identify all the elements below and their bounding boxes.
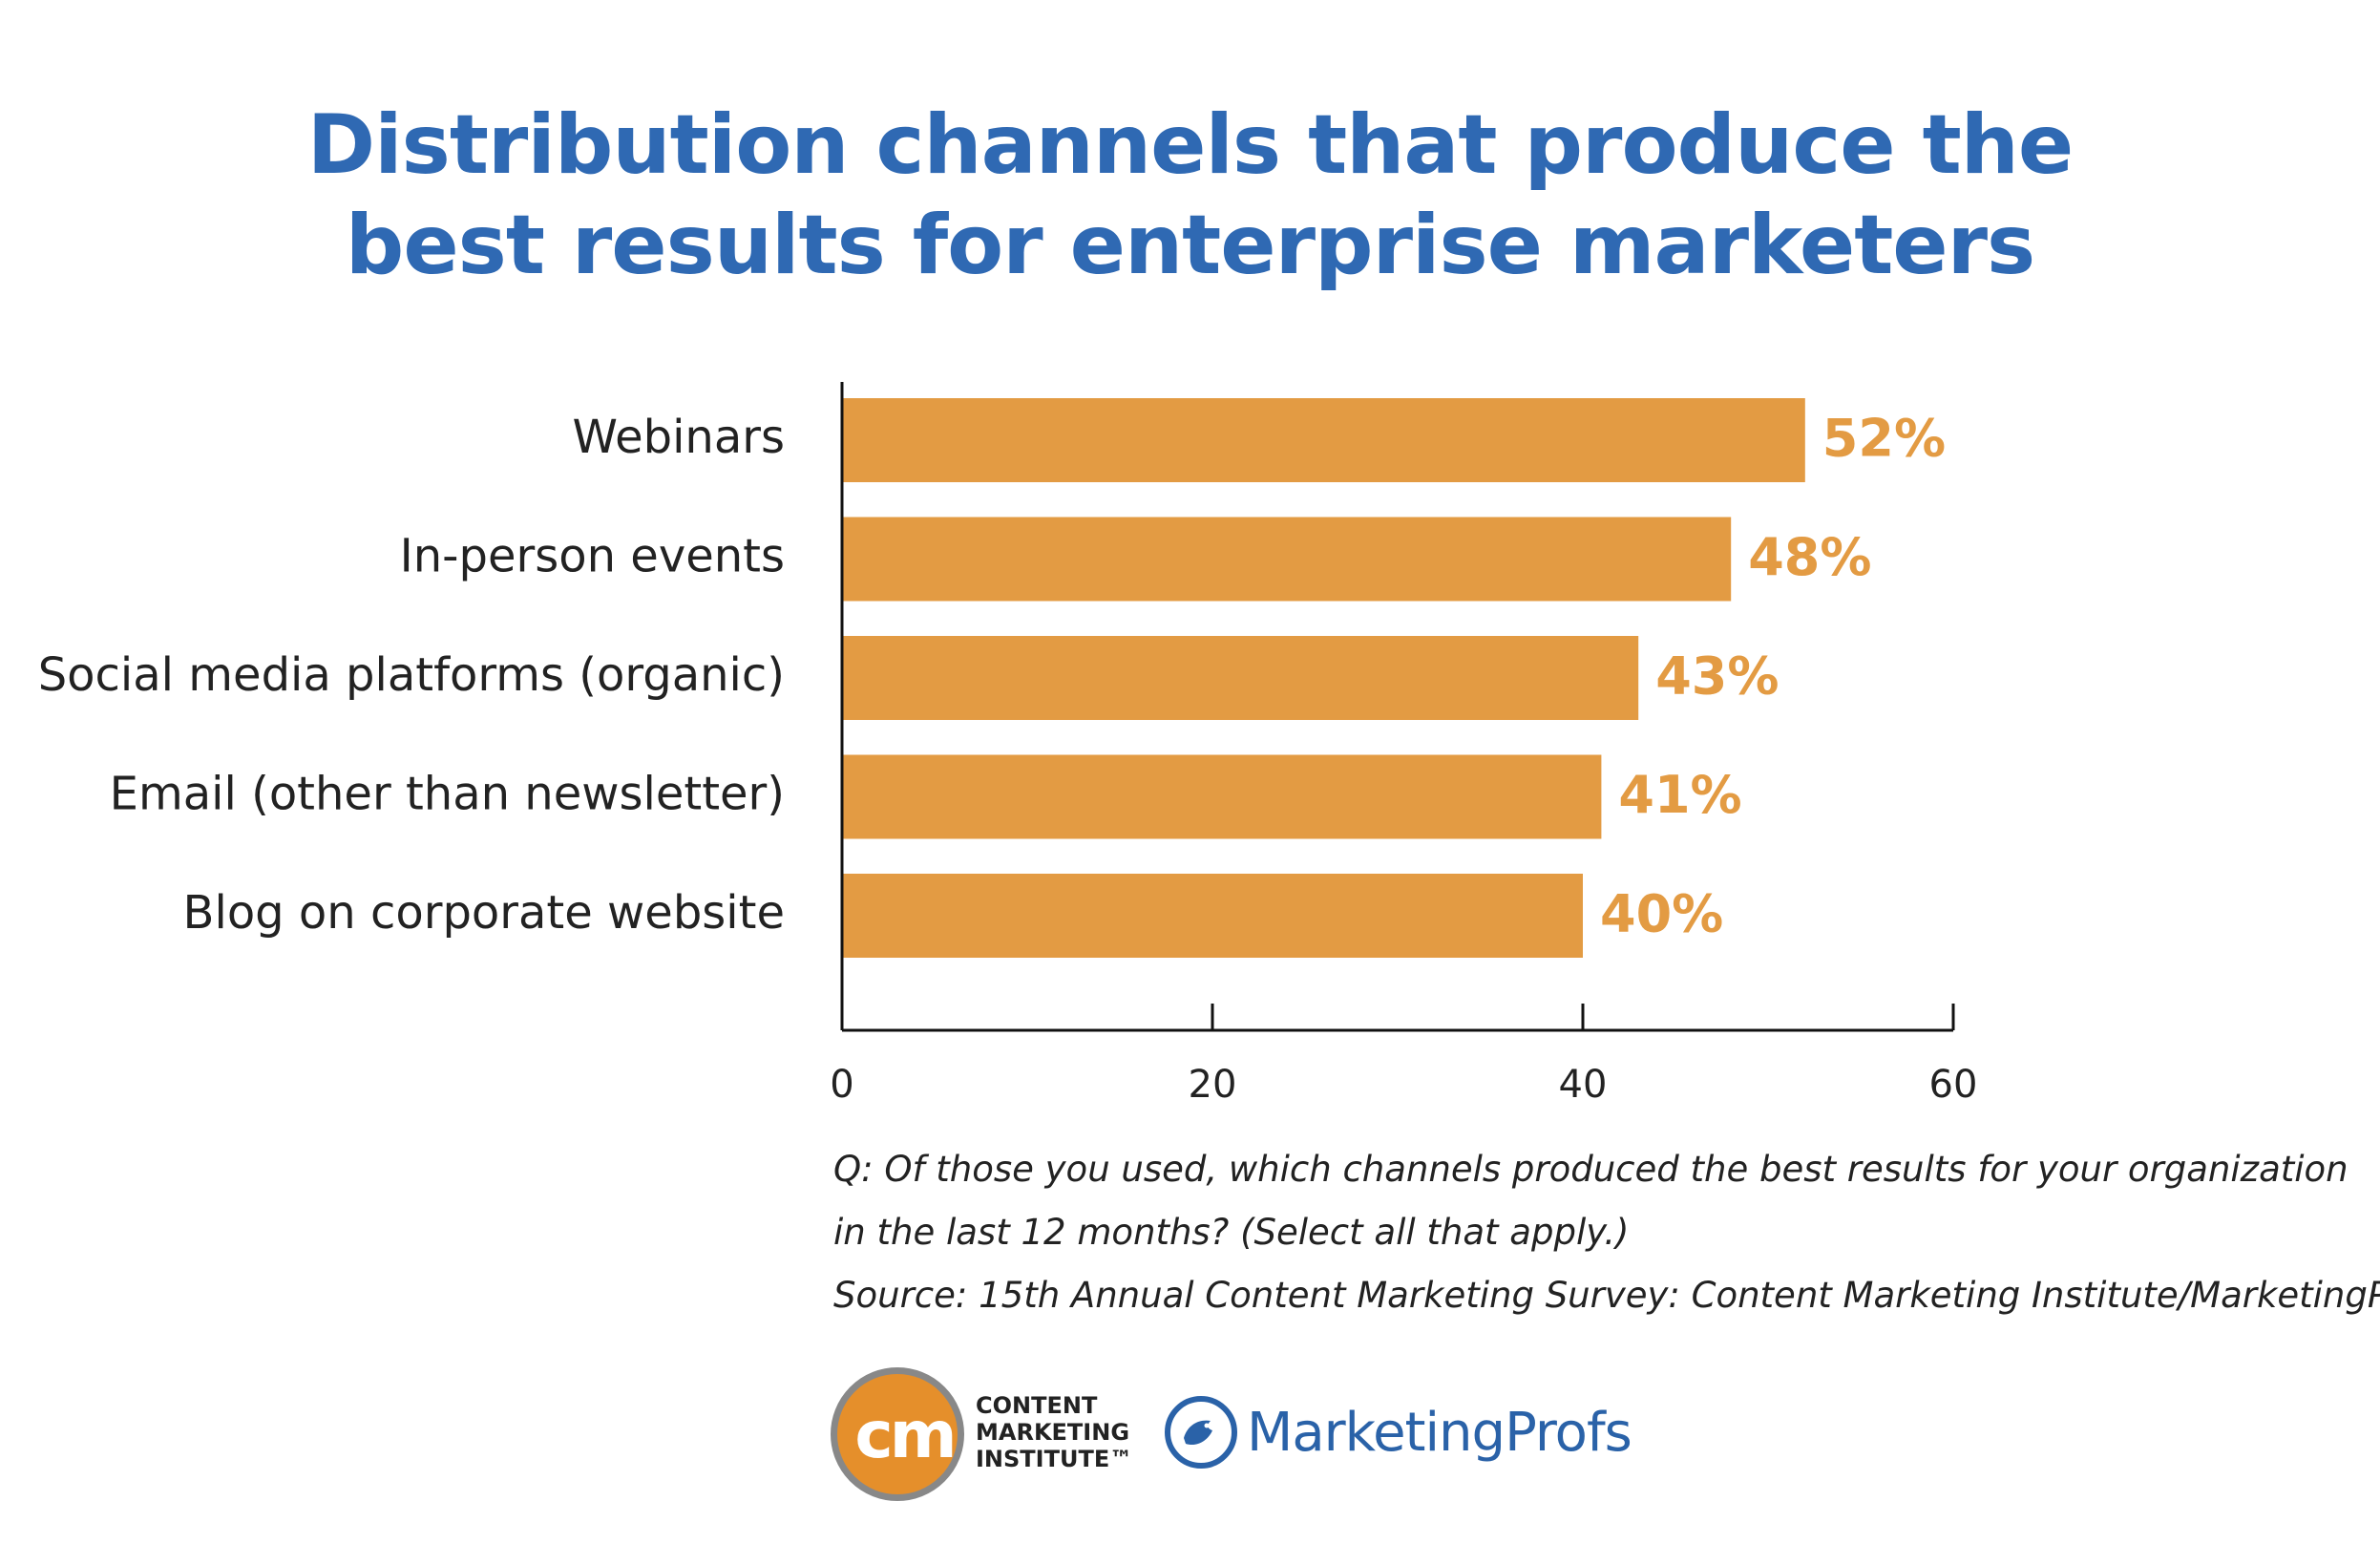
value-label: 48%: [1748, 527, 1871, 587]
cmi-logo-line-2: MARKETING: [976, 1419, 1130, 1446]
question-line-2: in the last 12 months? (Select all that …: [833, 1212, 1630, 1253]
cmi-logo: cm: [831, 1367, 964, 1501]
bird-icon: [1165, 1396, 1237, 1469]
chart-title: Distribution channels that produce the b…: [0, 95, 2380, 296]
cmi-logo-mark: cm: [854, 1398, 957, 1473]
bar: [842, 398, 1805, 482]
cmi-logo-line-1: CONTENT: [976, 1392, 1098, 1419]
bar: [842, 754, 1602, 839]
cmi-logo-text: CONTENT MARKETING INSTITUTE™: [976, 1392, 1167, 1472]
category-label: In-person events: [400, 530, 785, 583]
question-line-1: Q: Of those you used, which channels pro…: [833, 1149, 2348, 1190]
x-axis: 0 20 40 60: [830, 382, 1977, 1107]
chart-title-line-2: best results for enterprise marketers: [345, 198, 2035, 293]
source-note: Source: 15th Annual Content Marketing Su…: [833, 1275, 2380, 1316]
bar-chart: Webinars 52% In-person events 48% Social med…: [38, 382, 1977, 1107]
x-tick-label: 40: [1559, 1063, 1608, 1107]
category-label: Email (other than newsletter): [110, 768, 785, 821]
category-label: Blog on corporate website: [183, 886, 785, 940]
value-label: 41%: [1618, 765, 1741, 825]
category-label: Webinars: [572, 411, 785, 464]
bar: [842, 517, 1732, 602]
value-label: 43%: [1655, 646, 1779, 707]
logos: cm CONTENT MARKETING INSTITUTE™ Marketin…: [831, 1367, 1690, 1511]
bar: [842, 636, 1639, 720]
value-label: 52%: [1822, 409, 1946, 469]
bars-layer: Webinars 52% In-person events 48% Social med…: [38, 398, 1946, 958]
x-tick-label: 20: [1189, 1063, 1237, 1107]
cmi-logo-line-3: INSTITUTE™: [976, 1446, 1133, 1472]
marketingprofs-logo-text: MarketingProfs: [1247, 1402, 1632, 1464]
chart-notes: Q: Of those you used, which channels pro…: [833, 1138, 2380, 1327]
chart-title-line-1: Distribution channels that produce the: [306, 97, 2074, 193]
category-label: Social media platforms (organic): [38, 648, 785, 702]
x-tick-label: 0: [830, 1063, 853, 1107]
value-label: 40%: [1600, 884, 1723, 944]
bar: [842, 874, 1583, 958]
x-tick-label: 60: [1929, 1063, 1978, 1107]
